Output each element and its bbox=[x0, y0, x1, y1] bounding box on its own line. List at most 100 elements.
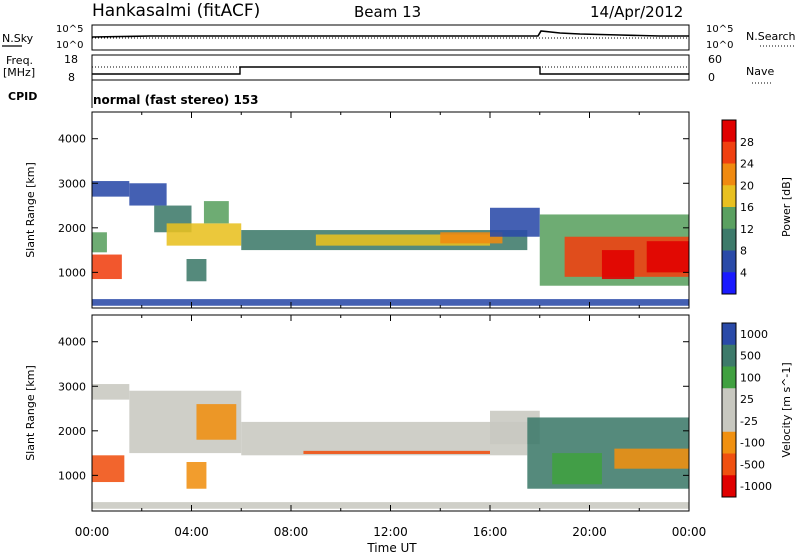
colorbar-tick-label: 28 bbox=[740, 136, 754, 149]
station-title: Hankasalmi (fitACF) bbox=[92, 1, 260, 21]
colorbar-segment bbox=[722, 185, 736, 208]
y-tick-label: 2000 bbox=[58, 222, 86, 235]
colorbar-segment bbox=[722, 323, 736, 346]
colorbar-segment bbox=[722, 141, 736, 164]
scatter-band-0 bbox=[92, 254, 122, 280]
scatter-band-2 bbox=[92, 181, 130, 197]
y-tick-label: 4000 bbox=[58, 133, 86, 146]
velocity-colorbar: 1000 500 100 25 -25 -100 -500 -1000 Velocity [m … bbox=[721, 322, 793, 498]
date-title: 14/Apr/2012 bbox=[590, 3, 683, 21]
noise-tick-high-right: 10^5 bbox=[706, 24, 733, 35]
y-tick-label: 3000 bbox=[58, 177, 86, 190]
colorbar-tick-label: -1000 bbox=[740, 480, 772, 493]
scatter-band-1 bbox=[92, 384, 130, 400]
colorbar-segment bbox=[722, 272, 736, 295]
scatter-band-3 bbox=[196, 404, 237, 440]
colorbar-segment bbox=[722, 344, 736, 367]
scatter-band-4 bbox=[186, 462, 207, 489]
freq-tick-low: 8 bbox=[68, 71, 75, 84]
scatter-band-11 bbox=[490, 207, 540, 237]
scatter-band-5 bbox=[241, 421, 528, 456]
scatter-band-14 bbox=[601, 250, 635, 280]
scatter-band-10 bbox=[440, 232, 503, 244]
noise-tick-low-left: 10^0 bbox=[56, 40, 83, 51]
scatter-band-6 bbox=[303, 450, 490, 454]
nave-tick-high: 60 bbox=[708, 53, 722, 66]
y-tick-label: 3000 bbox=[58, 380, 86, 393]
scatter-band-9 bbox=[315, 234, 490, 246]
scatter-band-0 bbox=[92, 455, 125, 483]
colorbar-tick-label: 8 bbox=[740, 245, 747, 258]
nave-label: Nave bbox=[746, 65, 774, 78]
y-tick-label: 1000 bbox=[58, 469, 86, 482]
colorbar-segment bbox=[722, 475, 736, 498]
x-tick-label: 04:00 bbox=[174, 525, 209, 539]
noise-tick-high-left: 10^5 bbox=[56, 24, 83, 35]
x-tick-label: 00:00 bbox=[75, 525, 110, 539]
noise-right-label: N.Search bbox=[746, 30, 796, 43]
colorbar-segment bbox=[722, 207, 736, 230]
scatter-band-3 bbox=[129, 183, 167, 206]
colorbar-segment bbox=[722, 388, 736, 411]
noise-sky-line bbox=[91, 30, 689, 38]
y-axis-label: Slant Range [km] bbox=[24, 162, 37, 258]
power-colorbar: 28 24 20 16 12 8 4 Power [dB] bbox=[721, 119, 793, 295]
y-tick-label: 4000 bbox=[58, 336, 86, 349]
noise-tick-low-right: 10^0 bbox=[706, 40, 733, 51]
y-axis-label: Slant Range [km] bbox=[24, 365, 37, 461]
noise-left-label: N.Sky bbox=[2, 32, 34, 45]
colorbar-segment bbox=[722, 163, 736, 186]
x-tick-label: 12:00 bbox=[373, 525, 408, 539]
colorbar-frame bbox=[721, 322, 737, 498]
colorbar-tick-label: -500 bbox=[740, 458, 765, 471]
freq-label-1: Freq. bbox=[6, 54, 33, 67]
scatter-band-15 bbox=[646, 241, 689, 273]
y-tick-label: 2000 bbox=[58, 425, 86, 438]
cpid-text: normal (fast stereo) 153 bbox=[93, 93, 259, 107]
freq-panel: Freq. [MHz] 18 8 60 0 Nave CPID normal (… bbox=[3, 53, 774, 108]
x-tick-label: 20:00 bbox=[572, 525, 607, 539]
colorbar-tick-label: -100 bbox=[740, 437, 765, 450]
scatter-band-10 bbox=[614, 448, 689, 469]
colorbar-label: Power [dB] bbox=[780, 177, 793, 237]
velocity-panel: 1000 2000 3000 4000 Slant Range [km] bbox=[24, 314, 690, 512]
colorbar-frame bbox=[721, 119, 737, 295]
beam-title: Beam 13 bbox=[354, 3, 421, 21]
power-panel: 1000 2000 3000 4000 Slant Range [km] bbox=[24, 111, 690, 309]
scatter-band-5 bbox=[166, 223, 242, 246]
scatter-band-9 bbox=[552, 453, 602, 485]
colorbar-tick-label: 1000 bbox=[740, 328, 768, 341]
colorbar-tick-label: 20 bbox=[740, 179, 754, 192]
cpid-label: CPID bbox=[8, 90, 37, 103]
colorbar-tick-label: 16 bbox=[740, 201, 754, 214]
colorbar-tick-label: 24 bbox=[740, 158, 754, 171]
colorbar-tick-label: 100 bbox=[740, 371, 761, 384]
x-tick-label: 08:00 bbox=[274, 525, 309, 539]
x-tick-label: 00:00 bbox=[672, 525, 707, 539]
colorbar-segment bbox=[722, 250, 736, 273]
colorbar-tick-label: -25 bbox=[740, 415, 758, 428]
scatter-band-7 bbox=[186, 259, 207, 282]
colorbar-segment bbox=[722, 431, 736, 454]
y-tick-label: 1000 bbox=[58, 266, 86, 279]
scatter-band-6 bbox=[203, 201, 229, 224]
colorbar-segment bbox=[722, 453, 736, 476]
freq-label-2: [MHz] bbox=[3, 66, 35, 79]
colorbar-segment bbox=[722, 228, 736, 251]
scatter-band-1 bbox=[92, 232, 107, 253]
colorbar-segment bbox=[722, 120, 736, 143]
noise-panel: N.Sky 10^5 10^0 10^5 10^0 N.Search bbox=[2, 24, 796, 51]
nave-tick-low: 0 bbox=[708, 71, 715, 84]
colorbar-segment bbox=[722, 366, 736, 389]
colorbar-label: Velocity [m s^-1] bbox=[780, 362, 793, 457]
colorbar-tick-label: 25 bbox=[740, 393, 754, 406]
colorbar-tick-label: 500 bbox=[740, 350, 761, 363]
freq-line bbox=[92, 66, 689, 75]
colorbar-tick-label: 4 bbox=[740, 266, 747, 279]
freq-tick-high: 18 bbox=[64, 53, 78, 66]
colorbar-segment bbox=[722, 410, 736, 433]
time-axis: 00:00 04:00 08:00 12:00 16:00 20:00 00:00 bbox=[75, 525, 707, 539]
x-tick-label: 16:00 bbox=[473, 525, 508, 539]
time-axis-label: Time UT bbox=[366, 541, 417, 554]
